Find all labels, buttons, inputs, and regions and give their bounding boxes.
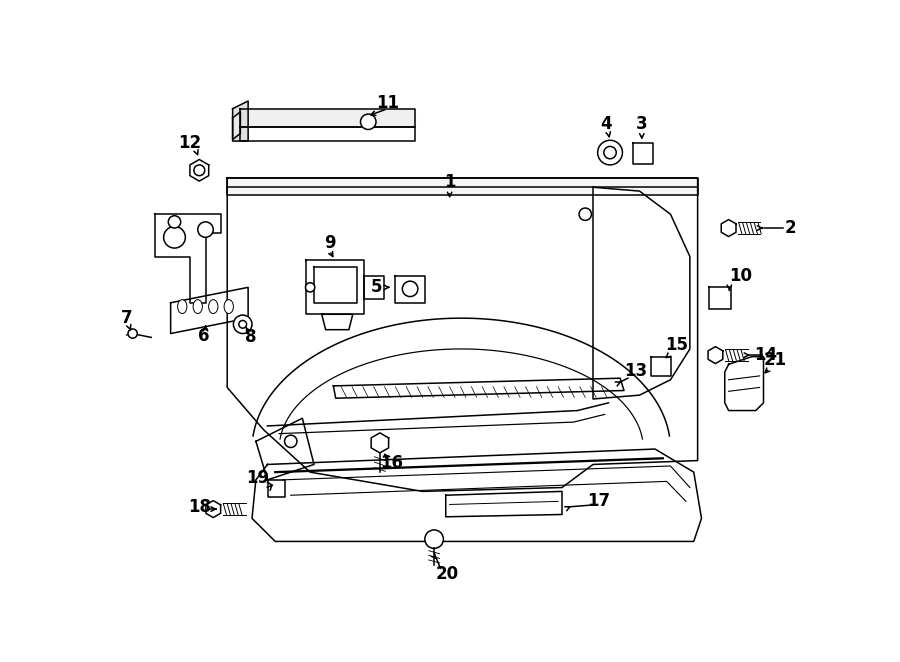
Polygon shape: [651, 357, 670, 376]
Polygon shape: [306, 260, 364, 314]
Polygon shape: [395, 276, 425, 303]
Text: 9: 9: [324, 234, 336, 252]
Circle shape: [198, 222, 213, 237]
Polygon shape: [240, 127, 415, 141]
Polygon shape: [155, 214, 221, 303]
Text: 3: 3: [636, 115, 648, 133]
Polygon shape: [227, 178, 698, 491]
Text: 4: 4: [600, 115, 612, 133]
Polygon shape: [252, 449, 701, 542]
Circle shape: [194, 165, 204, 175]
Ellipse shape: [224, 300, 233, 314]
Text: 13: 13: [624, 361, 647, 379]
Text: 11: 11: [376, 93, 399, 111]
Text: 19: 19: [247, 469, 270, 487]
Circle shape: [425, 530, 444, 548]
Text: 7: 7: [121, 309, 132, 327]
Circle shape: [164, 226, 185, 248]
Text: 12: 12: [178, 134, 202, 152]
Circle shape: [305, 283, 315, 292]
Text: 15: 15: [665, 336, 688, 354]
Circle shape: [579, 208, 591, 220]
Polygon shape: [190, 160, 209, 181]
Polygon shape: [232, 101, 248, 141]
Polygon shape: [446, 491, 562, 517]
Polygon shape: [708, 347, 723, 363]
Circle shape: [598, 140, 623, 165]
Text: 18: 18: [188, 498, 211, 516]
Circle shape: [168, 216, 181, 228]
Polygon shape: [724, 357, 763, 410]
Polygon shape: [322, 314, 353, 330]
Polygon shape: [267, 480, 284, 496]
Polygon shape: [371, 433, 389, 453]
Polygon shape: [240, 109, 415, 127]
Text: 17: 17: [588, 493, 611, 510]
Circle shape: [284, 435, 297, 448]
Polygon shape: [709, 287, 731, 309]
Text: 16: 16: [380, 454, 403, 472]
Polygon shape: [593, 187, 690, 399]
Text: 2: 2: [785, 219, 796, 237]
Polygon shape: [333, 378, 624, 399]
Polygon shape: [232, 112, 240, 140]
Polygon shape: [256, 418, 314, 480]
Polygon shape: [227, 178, 698, 195]
Text: 8: 8: [245, 328, 256, 346]
Polygon shape: [171, 287, 248, 334]
Circle shape: [238, 320, 247, 328]
Text: 5: 5: [370, 278, 382, 297]
Ellipse shape: [194, 300, 202, 314]
Polygon shape: [721, 220, 736, 236]
Text: 20: 20: [436, 565, 459, 583]
Text: 10: 10: [729, 267, 751, 285]
Ellipse shape: [177, 300, 187, 314]
Polygon shape: [634, 142, 653, 164]
Circle shape: [604, 146, 617, 159]
Text: 6: 6: [198, 327, 210, 345]
Circle shape: [402, 281, 418, 297]
Circle shape: [361, 114, 376, 130]
Text: 14: 14: [754, 346, 778, 364]
Ellipse shape: [209, 300, 218, 314]
Polygon shape: [364, 276, 383, 299]
Text: 1: 1: [444, 173, 455, 191]
Circle shape: [233, 315, 252, 334]
Polygon shape: [314, 267, 356, 303]
Circle shape: [128, 329, 138, 338]
Text: 21: 21: [763, 352, 787, 369]
Polygon shape: [206, 500, 220, 518]
